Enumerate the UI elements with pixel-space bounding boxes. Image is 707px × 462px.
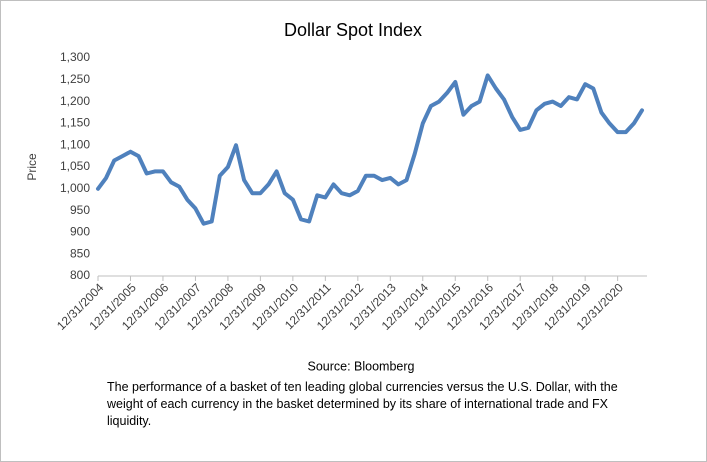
y-tick-label: 850 bbox=[70, 246, 90, 260]
chart-title: Dollar Spot Index bbox=[284, 20, 422, 40]
y-tick-label: 1,050 bbox=[60, 159, 90, 173]
caption: The performance of a basket of ten leadi… bbox=[107, 380, 618, 428]
y-axis-label: Price bbox=[25, 153, 39, 181]
y-tick-label: 1,200 bbox=[60, 94, 90, 108]
y-tick-label: 1,250 bbox=[60, 72, 90, 86]
y-tick-label: 1,300 bbox=[60, 50, 90, 64]
y-tick-label: 800 bbox=[70, 268, 90, 282]
y-tick-label: 1,000 bbox=[60, 181, 90, 195]
source: Source: Bloomberg bbox=[307, 359, 414, 373]
y-tick-label: 950 bbox=[70, 203, 90, 217]
y-tick-label: 1,100 bbox=[60, 137, 90, 151]
y-tick-label: 900 bbox=[70, 225, 90, 239]
line-series bbox=[96, 73, 644, 226]
y-tick-label: 1,150 bbox=[60, 116, 90, 130]
